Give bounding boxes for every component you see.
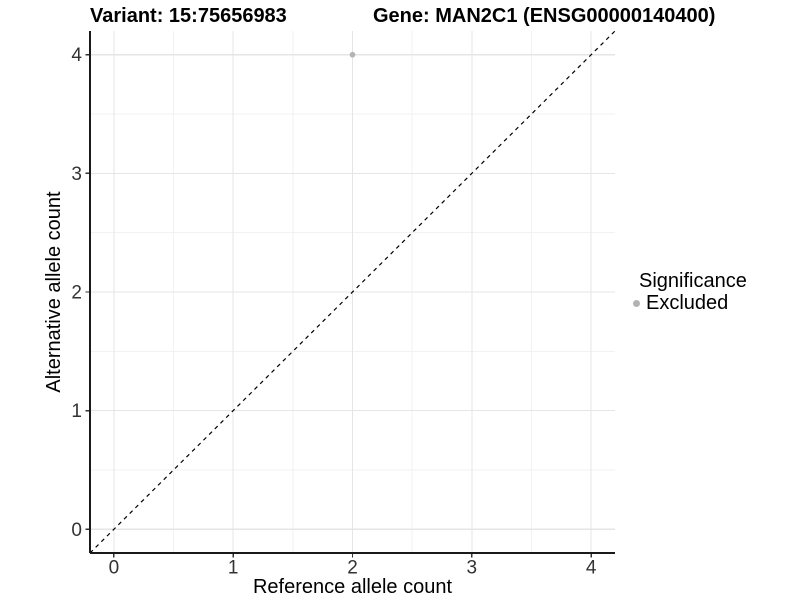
x-tick-label: 4 <box>586 558 597 579</box>
gene-title: Gene: MAN2C1 (ENSG00000140400) <box>373 5 716 27</box>
x-tick-label: 2 <box>347 558 358 579</box>
legend-item-excluded: Excluded <box>629 293 799 313</box>
x-tick-label: 3 <box>467 558 478 579</box>
legend-title: Significance <box>639 270 747 292</box>
x-tick-label: 1 <box>228 558 239 579</box>
x-axis-title: Reference allele count <box>252 576 452 598</box>
variant-title: Variant: 15:75656983 <box>90 5 287 27</box>
y-tick-label: 3 <box>71 164 82 185</box>
y-tick-label: 4 <box>71 45 82 66</box>
legend-point-swatch <box>633 299 640 307</box>
legend: Significance Excluded <box>629 271 799 313</box>
identity-dashed-line <box>89 30 616 554</box>
legend-item-label: Excluded <box>646 292 729 314</box>
data-point <box>349 51 356 58</box>
x-tick-label: 0 <box>109 558 120 579</box>
y-tick-label: 0 <box>71 520 82 541</box>
y-tick-label: 1 <box>71 401 82 422</box>
y-axis-title: Alternative allele count <box>43 191 65 393</box>
y-tick-label: 2 <box>71 283 82 304</box>
